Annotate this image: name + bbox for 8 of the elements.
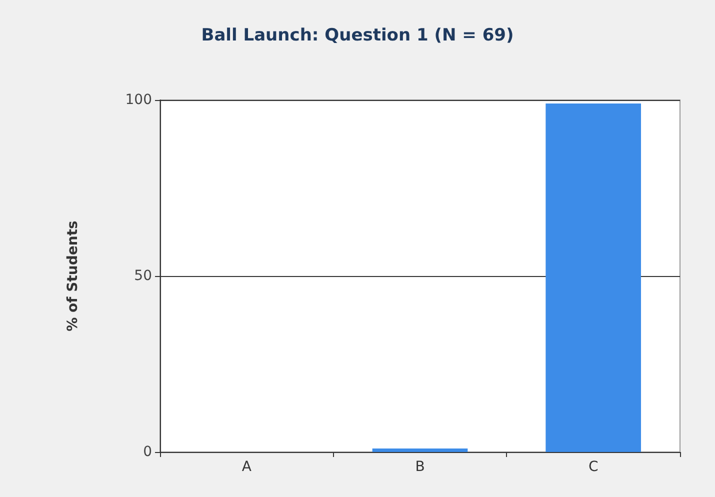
x-tick-label: B — [415, 459, 425, 475]
chart-title: Ball Launch: Question 1 (N = 69) — [201, 26, 514, 46]
x-tick-label: C — [588, 459, 598, 475]
y-tick-label: 50 — [134, 268, 152, 284]
x-tick-label: A — [242, 459, 252, 475]
y-axis-title: % of Students — [65, 220, 81, 332]
y-tick-label: 100 — [125, 92, 152, 108]
y-tick-label: 0 — [143, 444, 152, 460]
